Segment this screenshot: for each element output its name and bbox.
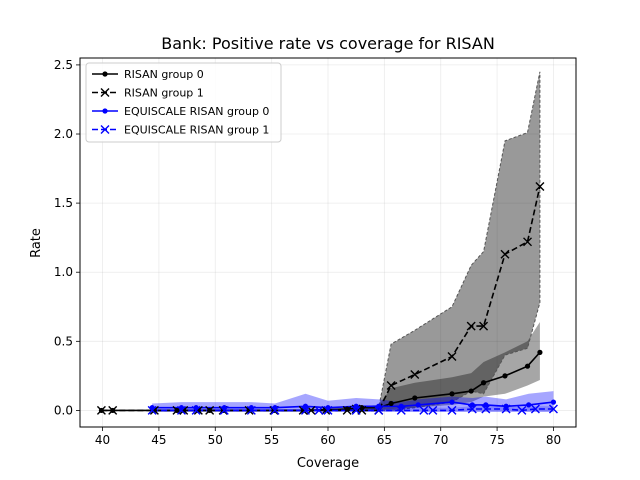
- legend-equiscale-risan-group-0-marker: [102, 108, 108, 114]
- risan-group-0-point: [388, 400, 394, 407]
- risan-group-1-point: [96, 405, 106, 415]
- equiscale-risan-group-1-point: [314, 405, 324, 415]
- risan-group-1-point: [386, 381, 396, 391]
- equiscale-risan-group-1-point: [447, 405, 457, 415]
- risan-group-1-point: [205, 405, 215, 415]
- equiscale-risan-group-1-point: [396, 405, 406, 415]
- legend-risan-group-1-label: RISAN group 1: [124, 87, 204, 100]
- x-axis-label: Coverage: [297, 456, 359, 471]
- x-tick-label: 70: [433, 433, 448, 447]
- equiscale-risan-group-1-point: [419, 405, 429, 415]
- risan-group-0-point: [468, 388, 474, 394]
- equiscale-risan-group-0-point: [550, 399, 557, 405]
- y-tick-label: 0.0: [54, 403, 73, 417]
- equiscale-risan-group-1-point: [323, 405, 333, 415]
- risan-group-1-point: [108, 405, 118, 415]
- risan-group-1-point: [479, 321, 489, 331]
- equiscale-risan-group-0-point: [398, 403, 404, 409]
- y-tick-label: 2.0: [54, 127, 73, 141]
- risan-group-0-point: [524, 363, 531, 369]
- x-tick-label: 40: [95, 433, 110, 447]
- risan-group-0-point: [412, 395, 418, 401]
- equiscale-risan-group-1-point: [548, 404, 558, 414]
- legend-risan-group-1-marker: [100, 88, 110, 97]
- risan-group-1-point: [351, 404, 361, 414]
- x-tick-label: 45: [151, 433, 166, 447]
- equiscale-risan-group-0-point: [376, 403, 382, 409]
- legend-box: [85, 62, 282, 143]
- equiscale-risan-group-1-point: [300, 405, 310, 415]
- y-tick-label: 1.0: [54, 265, 73, 279]
- x-tick-label: 50: [208, 433, 223, 447]
- legend-equiscale-risan-group-1-marker: [100, 125, 110, 134]
- x-tick-label: 55: [264, 433, 279, 447]
- equiscale-risan-group-1-point: [467, 404, 477, 414]
- legend: RISAN group 0 RISAN group 1 EQUISCALE RISA…: [85, 62, 282, 143]
- risan-group-1-point: [535, 182, 545, 192]
- y-tick-label: 0.5: [54, 334, 73, 348]
- risan-group-0-band: [101, 322, 540, 411]
- grid: [80, 58, 576, 427]
- equiscale-risan-group-0-point: [469, 402, 475, 408]
- risan-group-1-point: [466, 321, 476, 331]
- equiscale-risan-group-1-point: [374, 405, 384, 415]
- legend-equiscale-risan-group-1-label: EQUISCALE RISAN group 1: [124, 124, 269, 137]
- equiscale-risan-group-1-point: [147, 405, 157, 415]
- equiscale-risan-group-0-point: [449, 399, 455, 405]
- risan-group-0-point: [344, 406, 350, 412]
- y-tick-label: 1.5: [54, 196, 73, 210]
- x-tick-label: 75: [489, 433, 504, 447]
- x-tick-label: 65: [377, 433, 392, 447]
- y-axis-label: Rate: [29, 228, 44, 258]
- risan-group-1-point: [447, 352, 457, 362]
- equiscale-risan-group-1-point: [501, 404, 511, 414]
- equiscale-risan-group-0-point: [483, 402, 489, 408]
- x-axis-ticks: 40 45 50 55 60 65 70 75 80: [95, 427, 561, 447]
- risan-group-1-point: [342, 405, 352, 415]
- series-markers: [96, 182, 558, 415]
- equiscale-risan-group-1-point: [517, 405, 527, 415]
- equiscale-risan-group-0-point: [526, 402, 532, 408]
- legend-equiscale-risan-group-0-label: EQUISCALE RISAN group 0: [124, 105, 269, 118]
- equiscale-risan-group-1-point: [481, 404, 491, 414]
- equiscale-risan-group-1-point: [530, 404, 540, 414]
- risan-group-0-point: [502, 373, 508, 379]
- risan-group-0-point: [449, 391, 455, 397]
- equiscale-risan-group-0-point: [415, 402, 421, 408]
- x-tick-label: 80: [546, 433, 561, 447]
- equiscale-risan-group-1-point: [219, 405, 229, 415]
- equiscale-risan-group-1-point: [191, 405, 201, 415]
- equiscale-risan-group-1-point: [428, 405, 438, 415]
- legend-risan-group-0-marker: [102, 71, 108, 77]
- risan-group-1-point: [410, 369, 420, 379]
- equiscale-risan-group-0-point: [353, 403, 359, 409]
- x-tick-label: 60: [320, 433, 335, 447]
- risan-group-1-point: [500, 249, 510, 259]
- equiscale-risan-group-0-point: [302, 403, 309, 409]
- risan-group-0-point: [480, 380, 487, 386]
- y-axis-ticks: 0.0 0.5 1.0 1.5 2.0 2.5: [54, 58, 80, 417]
- equiscale-risan-group-1-point: [246, 405, 256, 415]
- chart-title: Bank: Positive rate vs coverage for RISA…: [161, 34, 495, 53]
- legend-risan-group-0-label: RISAN group 0: [124, 68, 204, 81]
- y-tick-label: 2.5: [54, 58, 73, 72]
- equiscale-risan-group-1-point: [351, 405, 361, 415]
- risan-group-0-point: [537, 349, 543, 355]
- equiscale-risan-group-1-point: [270, 405, 280, 415]
- equiscale-risan-group-1-point: [176, 405, 186, 415]
- risan-group-1-point: [523, 237, 533, 247]
